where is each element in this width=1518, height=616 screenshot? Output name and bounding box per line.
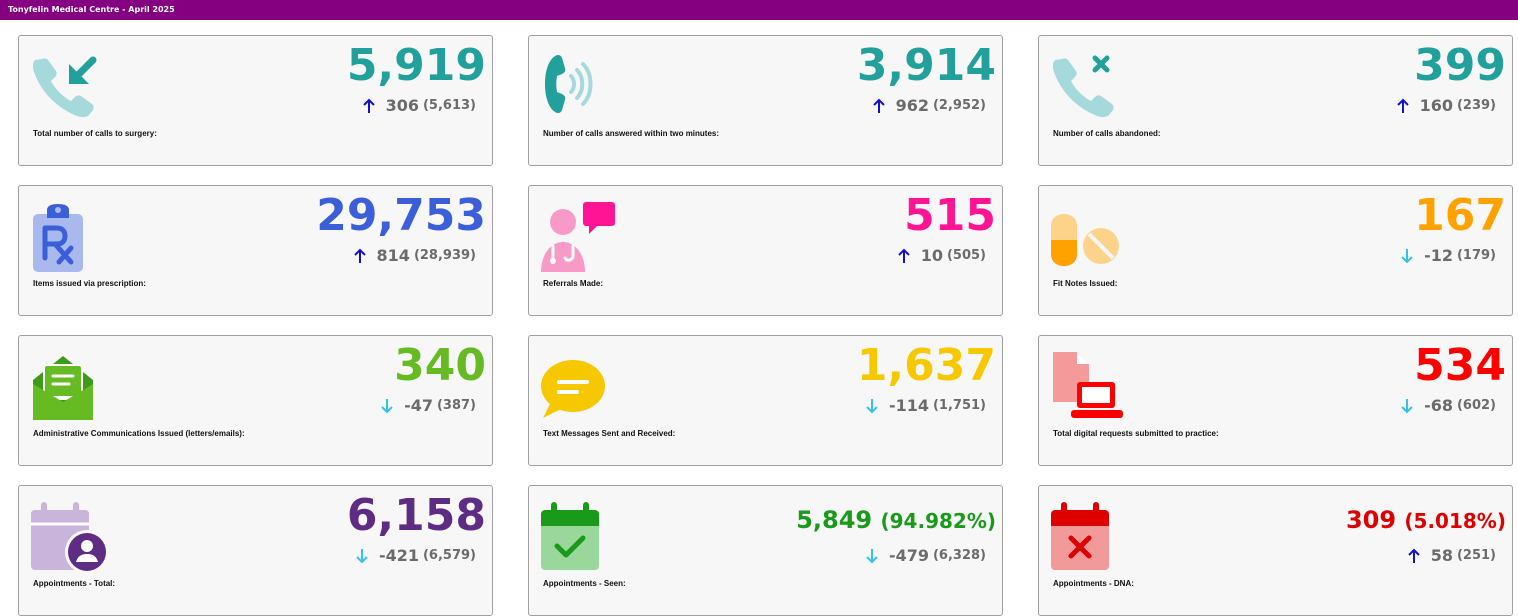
calendar-cross-icon [1047, 496, 1127, 576]
kpi-delta: -47 (387) [380, 396, 476, 415]
header-bar: Tonyfelin Medical Centre - April 2025 [0, 0, 1518, 20]
open-envelope-icon [27, 346, 107, 426]
arrow-down-icon [1401, 248, 1413, 263]
arrow-down-icon [356, 548, 368, 563]
kpi-value: 3,914 [856, 40, 996, 91]
speech-bubble-icon [537, 346, 617, 426]
kpi-value: 5,849 (94.982%) [796, 506, 996, 534]
kpi-card-appointments-seen: 5,849 (94.982%) -479 (6,328) Appointments… [528, 485, 1003, 616]
kpi-value: 515 [904, 190, 996, 241]
kpi-value: 6,158 [346, 490, 486, 541]
prescription-clipboard-icon [27, 196, 107, 276]
kpi-value: 167 [1414, 190, 1506, 241]
doctor-chat-icon [537, 196, 617, 276]
laptop-document-icon [1047, 346, 1127, 426]
kpi-delta: -68 (602) [1400, 396, 1496, 415]
arrow-up-icon [1396, 98, 1409, 113]
arrow-up-icon [353, 248, 366, 263]
kpi-label: Administrative Communications Issued (le… [33, 429, 245, 438]
kpi-delta: -12 (179) [1400, 246, 1496, 265]
kpi-card-admin-comms: 340 -47 (387) Administrative Communicatio… [18, 335, 493, 466]
kpi-value: 1,637 [856, 340, 996, 391]
kpi-label: Fit Notes Issued: [1053, 279, 1118, 288]
kpi-label: Text Messages Sent and Received: [543, 429, 676, 438]
kpi-delta: 58 (251) [1407, 546, 1496, 565]
kpi-label: Items issued via prescription: [33, 279, 146, 288]
kpi-value: 534 [1414, 340, 1506, 391]
arrow-up-icon [897, 248, 910, 263]
kpi-value: 29,753 [316, 190, 486, 241]
kpi-card-calls-abandoned: 399 160 (239) Number of calls abandoned: [1038, 35, 1513, 166]
kpi-label: Appointments - Total: [33, 579, 116, 588]
kpi-label: Appointments - Seen: [543, 579, 626, 588]
kpi-delta: -421 (6,579) [355, 546, 476, 565]
kpi-label: Total number of calls to surgery: [33, 129, 157, 138]
kpi-card-appointments-dna: 309 (5.018%) 58 (251) Appointments - DNA: [1038, 485, 1513, 616]
calendar-check-icon [537, 496, 617, 576]
kpi-card-digital-requests: 534 -68 (602) Total digital requests subm… [1038, 335, 1513, 466]
page-title: Tonyfelin Medical Centre - April 2025 [8, 5, 175, 14]
arrow-down-icon [381, 398, 393, 413]
missed-call-icon [1047, 46, 1127, 126]
kpi-label: Appointments - DNA: [1053, 579, 1134, 588]
kpi-card-prescriptions: 29,753 814 (28,939) Items issued via pres… [18, 185, 493, 316]
kpi-value: 309 (5.018%) [1345, 506, 1506, 534]
kpi-card-text-messages: 1,637 -114 (1,751) Text Messages Sent and… [528, 335, 1003, 466]
kpi-delta: 962 (2,952) [872, 96, 986, 115]
arrow-down-icon [866, 548, 878, 563]
kpi-card-total-calls: 5,919 306 (5,613) Total number of calls t… [18, 35, 493, 166]
kpi-label: Number of calls abandoned: [1053, 129, 1161, 138]
kpi-delta: -114 (1,751) [865, 396, 986, 415]
kpi-delta: 306 (5,613) [362, 96, 476, 115]
kpi-label: Number of calls answered within two minu… [543, 129, 720, 138]
kpi-delta: 10 (505) [897, 246, 986, 265]
kpi-card-calls-answered: 3,914 962 (2,952) Number of calls answere… [528, 35, 1003, 166]
phone-ringing-icon [537, 46, 617, 126]
kpi-delta: 160 (239) [1396, 96, 1496, 115]
kpi-card-appointments-total: 6,158 -421 (6,579) Appointments - Total: [18, 485, 493, 616]
calendar-user-icon [27, 496, 107, 576]
kpi-card-referrals: 515 10 (505) Referrals Made: [528, 185, 1003, 316]
incoming-call-icon [27, 46, 107, 126]
arrow-up-icon [872, 98, 885, 113]
kpi-value: 399 [1414, 40, 1506, 91]
arrow-up-icon [1407, 548, 1420, 563]
arrow-down-icon [866, 398, 878, 413]
kpi-value: 5,919 [346, 40, 486, 91]
kpi-value: 340 [394, 340, 486, 391]
kpi-delta: -479 (6,328) [865, 546, 986, 565]
kpi-delta: 814 (28,939) [353, 246, 476, 265]
kpi-label: Referrals Made: [543, 279, 604, 288]
arrow-up-icon [362, 98, 375, 113]
arrow-down-icon [1401, 398, 1413, 413]
kpi-card-fit-notes: 167 -12 (179) Fit Notes Issued: [1038, 185, 1513, 316]
pills-icon [1047, 196, 1127, 276]
kpi-label: Total digital requests submitted to prac… [1053, 429, 1219, 438]
